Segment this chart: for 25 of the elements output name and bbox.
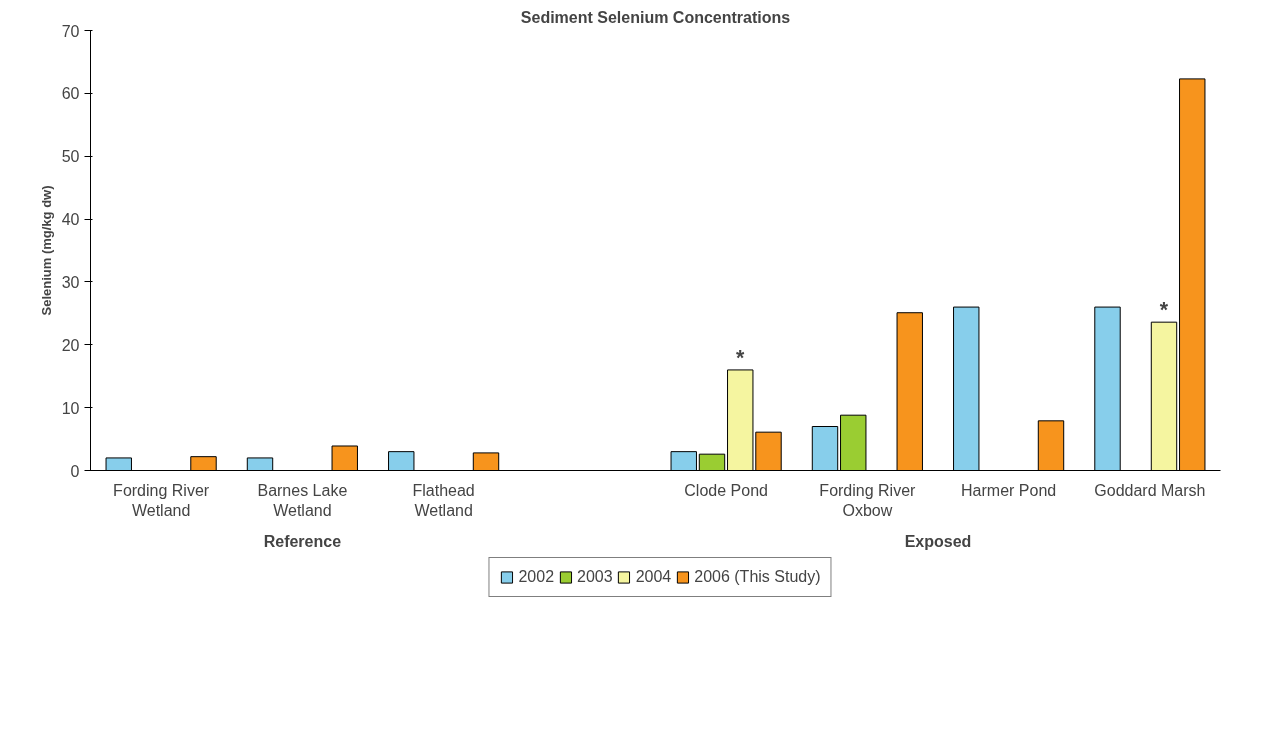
y-tick-label: 20 <box>61 336 80 354</box>
x-tick-label: Harmer Pond <box>961 481 1057 499</box>
y-tick-label: 30 <box>61 273 80 291</box>
x-tick-label: Barnes Lake Wetland <box>257 481 348 519</box>
text: Reference <box>263 532 342 550</box>
legend-label: 2002 <box>518 568 555 586</box>
x-tick-label: Fording River Wetland <box>113 481 210 519</box>
x-tick-label: Clode Pond <box>684 481 768 499</box>
chart-title: Sediment Selenium Concentrations <box>520 8 791 26</box>
legend-label: 2004 <box>635 568 672 586</box>
legend-label: 2003 <box>577 568 613 586</box>
y-tick-label: 50 <box>61 148 80 166</box>
legend-label: 2006 (This Study) <box>694 568 821 586</box>
y-tick-label: 10 <box>61 399 80 417</box>
annotation: * <box>736 345 746 370</box>
annotation: * <box>1159 298 1169 323</box>
y-tick-label: 70 <box>61 22 80 40</box>
x-tick-label: Fording River Oxbow <box>819 481 917 519</box>
x-tick-label: Flathead Wetland <box>412 481 475 519</box>
y-tick-label: 60 <box>61 85 80 103</box>
y-axis-title: Selenium (mg/kg dw) <box>38 185 54 316</box>
y-tick-label: 40 <box>61 211 80 229</box>
y-tick-label: 0 <box>70 462 80 480</box>
x-tick-label: Goddard Marsh <box>1094 481 1206 499</box>
text: Exposed <box>904 532 972 550</box>
